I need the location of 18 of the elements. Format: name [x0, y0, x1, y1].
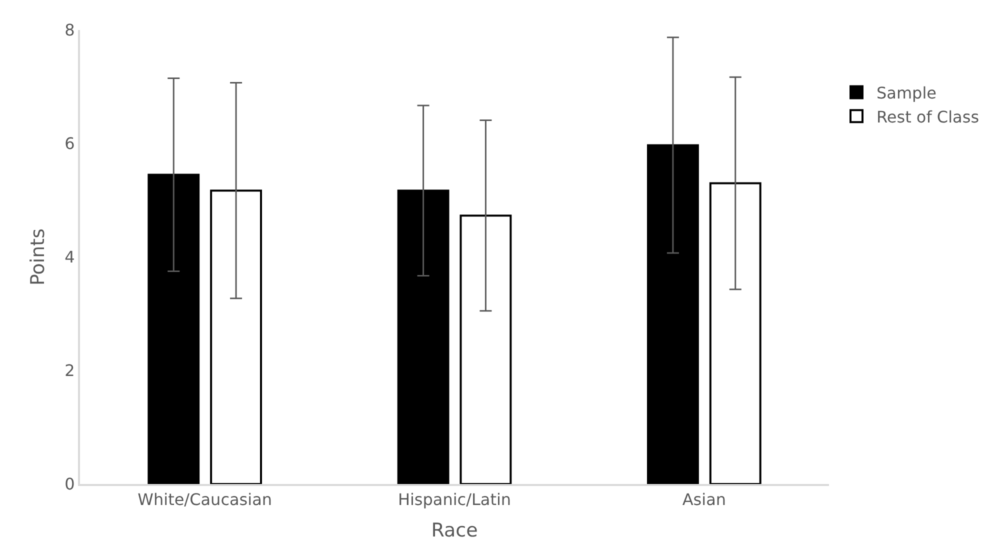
- bar: [210, 190, 262, 484]
- y-tick-label: 8: [64, 20, 75, 40]
- y-axis-title: Points: [26, 228, 49, 286]
- y-tick-label: 4: [64, 248, 75, 267]
- x-tick-label: Asian: [682, 490, 726, 510]
- bar: [148, 174, 200, 484]
- legend-label: Sample: [876, 84, 936, 103]
- bar: [709, 182, 762, 484]
- x-tick-label: White/Caucasian: [138, 490, 272, 510]
- y-tick-label: 6: [64, 134, 75, 154]
- y-tick-label: 2: [64, 361, 75, 380]
- x-tick-label: Hispanic/Latin: [398, 490, 512, 510]
- legend-label: Rest of Class: [876, 107, 980, 126]
- bar: [646, 144, 699, 484]
- bar: [460, 214, 512, 484]
- y-tick-label: 0: [64, 474, 75, 494]
- x-axis-title: Race: [431, 520, 478, 542]
- bar: [397, 190, 450, 484]
